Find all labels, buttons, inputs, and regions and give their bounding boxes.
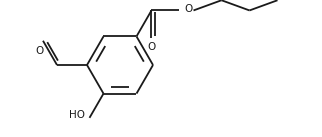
Text: HO: HO	[70, 110, 86, 120]
Text: O: O	[147, 42, 156, 52]
Text: O: O	[36, 46, 44, 56]
Text: O: O	[185, 4, 193, 14]
